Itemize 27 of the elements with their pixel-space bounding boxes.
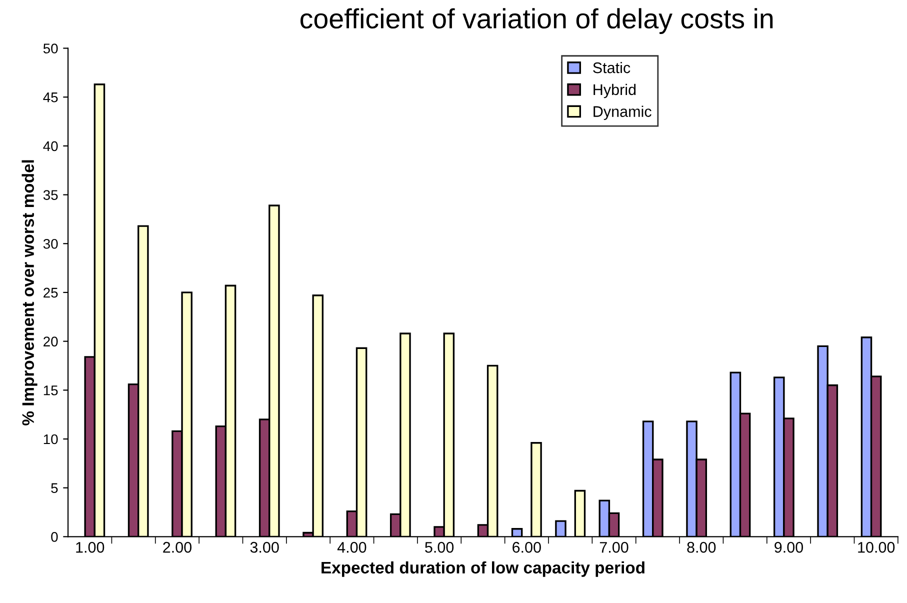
x-tick-label: 5.00 — [425, 542, 454, 553]
x-tick-label: 1.00 — [76, 542, 104, 553]
y-tick-label: 35 — [43, 190, 58, 200]
y-tick-label: 25 — [44, 288, 58, 298]
x-tick-label: 10.00 — [858, 542, 895, 553]
legend-label: Dynamic — [594, 106, 652, 120]
chart-title: coefficient of variation of delay costs in — [300, 8, 773, 34]
y-tick-label: 20 — [44, 336, 58, 346]
x-tick-label: 9.00 — [774, 542, 804, 553]
x-tick-label: 8.00 — [687, 542, 716, 553]
y-tick-label: 30 — [43, 238, 58, 249]
y-tick-label: 10 — [44, 434, 58, 444]
y-tick-label: 5 — [51, 483, 58, 493]
y-tick-label: 40 — [43, 141, 58, 152]
x-tick-label: 3.00 — [250, 542, 279, 553]
x-tick-label: 7.00 — [600, 542, 628, 553]
x-axis-title: Expected duration of low capacity period — [322, 561, 644, 577]
y-tick-label: 0 — [51, 532, 58, 542]
y-tick-label: 45 — [43, 92, 58, 102]
legend-label: Hybrid — [594, 84, 636, 98]
x-tick-label: 4.00 — [337, 542, 366, 553]
x-tick-label: 6.00 — [512, 542, 541, 553]
y-tick-label: 15 — [44, 386, 58, 396]
x-tick-label: 2.00 — [163, 542, 192, 553]
legend-label: Static — [593, 62, 630, 74]
y-axis-title: % Improvement over worst model — [22, 160, 38, 426]
y-tick-label: 50 — [43, 44, 58, 54]
